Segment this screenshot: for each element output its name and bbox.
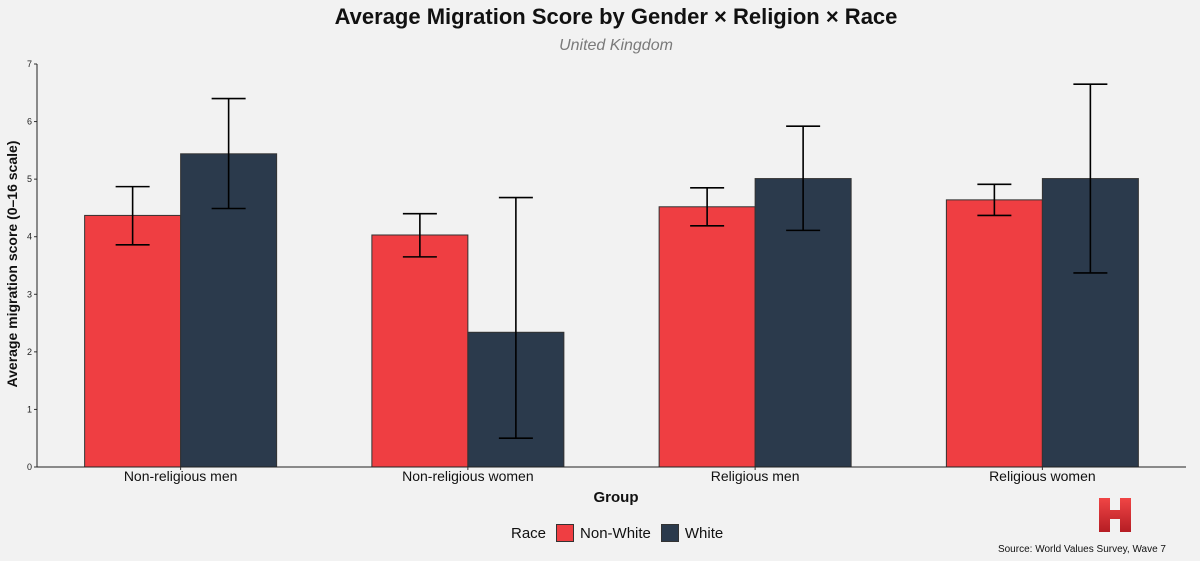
legend-swatch-white: [660, 524, 679, 542]
brand-logo-icon: [1099, 498, 1131, 532]
y-tick-label: 2: [27, 347, 32, 357]
x-axis-label: Group: [593, 489, 639, 506]
bar-non-white: [371, 234, 469, 468]
x-tick-label: Non-religious women: [402, 468, 534, 484]
y-tick-label: 0: [27, 462, 32, 472]
bar-non-white: [945, 199, 1043, 468]
legend-swatch-non-white: [556, 524, 575, 542]
y-tick-label: 4: [27, 232, 32, 242]
chart-title: Average Migration Score by Gender × Reli…: [334, 4, 898, 29]
legend-label-non-white: Non-White: [580, 524, 651, 542]
source-note: Source: World Values Survey, Wave 7: [997, 544, 1166, 555]
legend-label-white: White: [684, 524, 724, 542]
y-tick-label: 7: [27, 59, 32, 69]
legend: Race Non-White White: [511, 522, 733, 544]
y-tick-label: 3: [27, 289, 32, 299]
x-tick-label: Religious women: [989, 468, 1096, 484]
y-tick-label: 6: [27, 117, 32, 127]
y-tick-label: 1: [27, 404, 32, 414]
y-tick-label: 5: [27, 174, 32, 184]
x-tick-label: Non-religious men: [124, 468, 238, 484]
x-tick-label: Religious men: [711, 468, 800, 484]
chart-subtitle: United Kingdom: [559, 37, 673, 54]
bar-non-white: [84, 214, 182, 468]
bar-non-white: [658, 206, 756, 468]
legend-title: Race: [511, 524, 547, 542]
